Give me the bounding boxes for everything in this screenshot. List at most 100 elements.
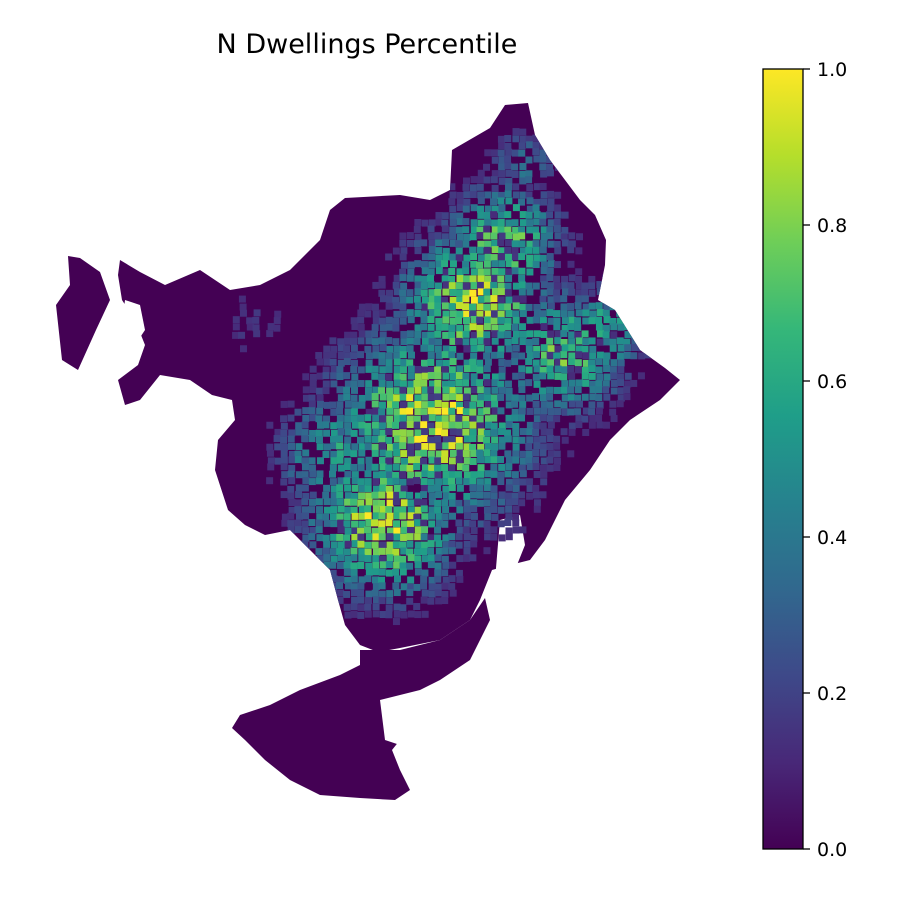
hex-cell <box>385 428 393 436</box>
hex-cell <box>364 541 372 549</box>
hex-cell <box>336 456 344 464</box>
hex-cell <box>553 464 561 472</box>
hex-cell <box>456 401 464 409</box>
hex-cell <box>364 478 372 486</box>
hex-cell <box>420 519 428 527</box>
hex-cell <box>652 337 660 345</box>
hex-cell <box>463 478 471 486</box>
hex-cell <box>337 338 345 346</box>
hex-cell <box>400 583 408 591</box>
hex-cell <box>358 421 366 429</box>
hex-cell <box>441 302 449 310</box>
hex-cell <box>603 365 611 373</box>
hex-cell <box>462 289 470 297</box>
hex-cell <box>547 282 555 290</box>
hex-cell <box>561 380 569 388</box>
hex-cell <box>336 484 344 492</box>
hex-cell <box>581 330 589 338</box>
hex-cell <box>504 435 512 443</box>
hex-cell <box>469 443 477 451</box>
hex-cell <box>505 478 513 486</box>
hex-cell <box>505 498 513 506</box>
hex-cell <box>378 380 386 388</box>
hex-cell <box>483 373 491 381</box>
hex-cell <box>532 148 540 156</box>
hex-cell <box>617 387 625 395</box>
hex-cell <box>428 261 436 269</box>
hex-cell <box>560 338 568 346</box>
hex-cell <box>477 191 485 199</box>
hex-cell <box>435 540 443 548</box>
hex-cell <box>511 247 519 255</box>
hex-cell <box>414 450 422 458</box>
hex-cell <box>476 359 484 367</box>
hex-cell <box>519 162 527 170</box>
hex-cell <box>371 519 379 527</box>
hex-cell <box>512 526 520 534</box>
hex-cell <box>301 540 309 548</box>
hex-cell <box>546 288 554 296</box>
hex-cell <box>512 226 520 234</box>
hex-cell <box>484 478 492 486</box>
hex-cell <box>392 498 400 506</box>
hex-cell <box>526 352 534 360</box>
hex-cell <box>365 568 373 576</box>
hex-cell <box>456 555 464 563</box>
hex-cell <box>407 520 415 528</box>
hex-cell <box>385 569 393 577</box>
hex-cell <box>505 414 513 422</box>
hex-cell <box>274 457 282 465</box>
hex-cell <box>456 204 464 212</box>
hex-cell <box>553 415 561 423</box>
hex-cell <box>470 373 478 381</box>
hex-cell <box>441 260 449 268</box>
hex-cell <box>350 415 358 423</box>
hex-cell <box>336 561 344 569</box>
hex-cell <box>315 519 323 527</box>
hex-cell <box>498 324 506 332</box>
hex-cell <box>406 239 414 247</box>
hex-cell <box>617 366 625 374</box>
hex-cell <box>449 260 457 268</box>
hex-cell <box>280 450 288 458</box>
hex-cell <box>337 351 345 359</box>
hex-cell <box>365 456 373 464</box>
hex-cell <box>483 323 491 331</box>
hex-cell <box>511 394 519 402</box>
hex-cell <box>337 344 345 352</box>
hex-cell <box>617 359 625 367</box>
hex-cell <box>399 478 407 486</box>
hex-cell <box>532 282 540 290</box>
hex-cell <box>372 281 380 289</box>
hex-cell <box>631 317 639 325</box>
hex-cell <box>406 232 414 240</box>
hex-cell <box>589 393 597 401</box>
hex-cell <box>511 358 519 366</box>
hex-cell <box>533 505 541 513</box>
hex-cell <box>511 219 519 227</box>
hex-cell <box>442 541 450 549</box>
hex-cell <box>568 240 576 248</box>
hex-cell <box>462 183 470 191</box>
hex-cell <box>315 589 323 597</box>
hex-cell <box>441 456 449 464</box>
hex-cell <box>358 505 366 513</box>
hex-cell <box>497 211 505 219</box>
hex-cell <box>560 303 568 311</box>
hex-cell <box>463 457 471 465</box>
hex-cell <box>532 463 540 471</box>
hex-cell <box>323 561 331 569</box>
hex-cell <box>442 477 450 485</box>
hex-cell <box>414 408 422 416</box>
hex-cell <box>484 253 492 261</box>
hex-cell <box>357 380 365 388</box>
hex-cell <box>414 394 422 402</box>
hex-cell <box>497 191 505 199</box>
hex-cell <box>532 338 540 346</box>
hex-cell <box>406 526 414 534</box>
hex-cell <box>337 526 345 534</box>
hex-cell <box>525 379 533 387</box>
hex-cell <box>526 141 534 149</box>
hex-cell <box>477 344 485 352</box>
hex-cell <box>308 435 316 443</box>
